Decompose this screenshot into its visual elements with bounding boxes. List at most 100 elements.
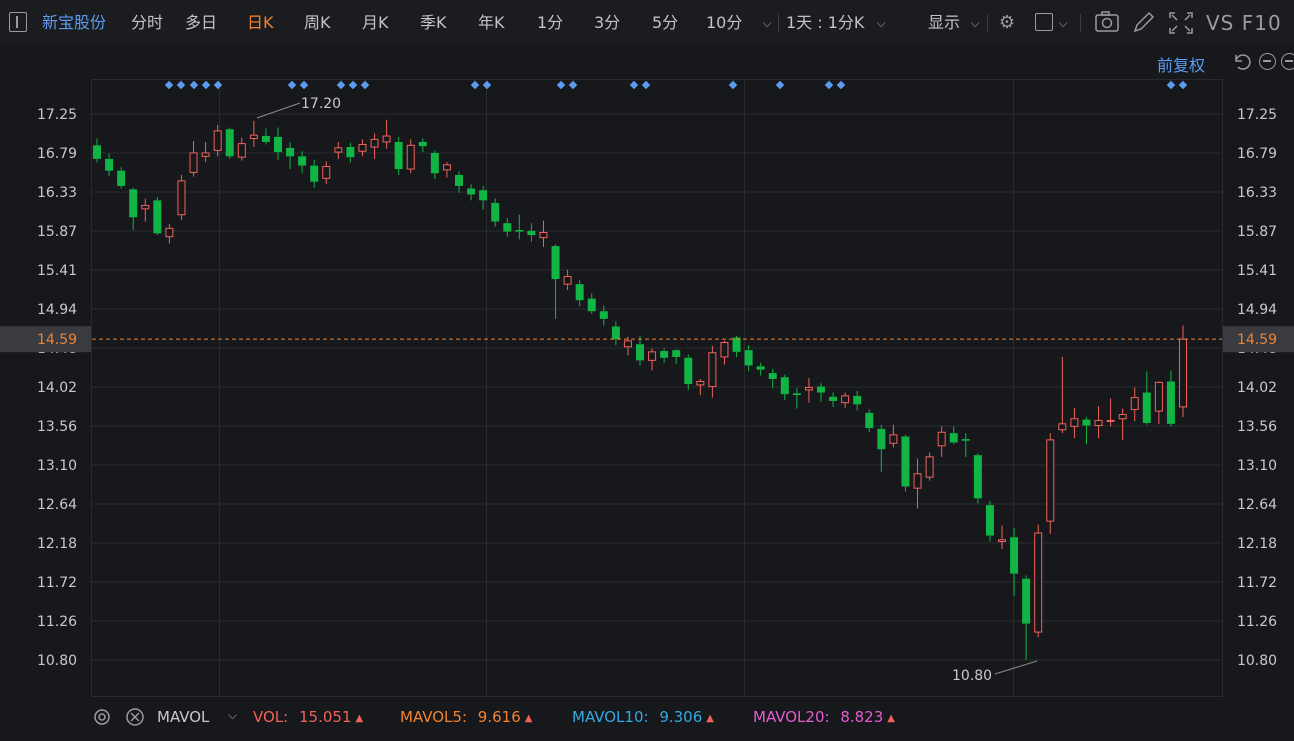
candle[interactable] — [141, 198, 150, 222]
candle[interactable] — [829, 392, 838, 407]
signal-marker[interactable] — [164, 80, 174, 90]
signal-marker[interactable] — [470, 80, 480, 90]
candle[interactable] — [1166, 370, 1175, 427]
candle[interactable] — [817, 383, 825, 402]
candle[interactable] — [804, 378, 813, 403]
candle[interactable] — [792, 388, 801, 409]
signal-marker[interactable] — [213, 80, 223, 90]
candle[interactable] — [358, 139, 367, 157]
candle[interactable] — [925, 452, 934, 481]
candle[interactable] — [322, 161, 331, 185]
signal-marker[interactable] — [189, 80, 199, 90]
candle[interactable] — [720, 340, 729, 365]
candle[interactable] — [237, 137, 246, 161]
candle[interactable] — [913, 458, 922, 509]
display-menu[interactable]: 显示 — [928, 13, 961, 32]
candle[interactable] — [261, 128, 270, 145]
candle[interactable] — [949, 426, 958, 445]
candle[interactable] — [503, 218, 512, 237]
candle[interactable] — [406, 139, 415, 174]
tab-quarterly-k[interactable]: 季K — [420, 13, 447, 32]
signal-marker[interactable] — [1178, 80, 1188, 90]
candle[interactable] — [418, 138, 427, 153]
tab-5min[interactable]: 5分 — [652, 13, 679, 32]
candle[interactable] — [129, 187, 138, 230]
tab-10min[interactable]: 10分 — [706, 13, 743, 32]
candle[interactable] — [298, 151, 307, 174]
candle[interactable] — [455, 171, 463, 193]
price-plot-area[interactable] — [91, 79, 1223, 697]
candle[interactable] — [1130, 387, 1139, 422]
candle[interactable] — [93, 138, 101, 163]
zoom-out-icon[interactable] — [1259, 53, 1276, 70]
candle[interactable] — [985, 500, 994, 542]
restore-rights-toggle[interactable]: 前复权 — [1157, 56, 1206, 75]
zoom-in-icon[interactable] — [1281, 53, 1294, 70]
candle[interactable] — [575, 279, 584, 307]
signal-marker[interactable] — [287, 80, 297, 90]
candle[interactable] — [177, 174, 186, 220]
signal-marker[interactable] — [299, 80, 309, 90]
signal-marker[interactable] — [336, 80, 346, 90]
signal-marker[interactable] — [556, 80, 566, 90]
candle[interactable] — [1082, 417, 1091, 445]
candle[interactable] — [1118, 408, 1127, 440]
candle[interactable] — [370, 133, 379, 159]
candle[interactable] — [1142, 371, 1151, 425]
signal-marker[interactable] — [775, 80, 785, 90]
candle[interactable] — [660, 348, 669, 363]
candle[interactable] — [310, 159, 319, 188]
candle[interactable] — [479, 185, 488, 210]
candle[interactable] — [599, 305, 608, 326]
candle[interactable] — [1154, 381, 1163, 424]
candle[interactable] — [274, 127, 282, 160]
overlay-checkbox[interactable] — [1035, 13, 1053, 31]
candle[interactable] — [901, 434, 910, 492]
candle[interactable] — [768, 368, 777, 389]
candle[interactable] — [648, 348, 657, 371]
signal-marker[interactable] — [629, 80, 639, 90]
indicator-chevron-icon[interactable]: ⌵ — [228, 708, 238, 722]
candle[interactable] — [877, 424, 886, 473]
signal-marker[interactable] — [568, 80, 578, 90]
sidebar-toggle-icon[interactable] — [9, 12, 27, 32]
candle[interactable] — [961, 433, 970, 457]
signal-marker[interactable] — [360, 80, 370, 90]
candle[interactable] — [467, 184, 476, 201]
tab-daily-k[interactable]: 日K — [247, 13, 274, 32]
settings-gear-icon[interactable]: ⚙ — [998, 12, 1016, 33]
indicator-name[interactable]: MAVOL — [157, 708, 210, 726]
period-dropdown[interactable]: 1天 : 1分K — [786, 13, 865, 32]
tab-multi-day[interactable]: 多日 — [185, 13, 218, 32]
signal-marker[interactable] — [348, 80, 358, 90]
candle[interactable] — [1179, 325, 1187, 418]
candle[interactable] — [889, 424, 898, 448]
candle[interactable] — [937, 426, 946, 457]
candle[interactable] — [515, 214, 524, 240]
candle[interactable] — [756, 362, 765, 376]
display-chevron-icon[interactable]: ⌵ — [970, 16, 980, 30]
candle[interactable] — [780, 374, 789, 401]
candle[interactable] — [611, 321, 620, 346]
candle[interactable] — [636, 335, 644, 366]
candle[interactable] — [696, 378, 705, 396]
candle[interactable] — [334, 141, 343, 159]
candle[interactable] — [563, 269, 572, 291]
candle[interactable] — [527, 223, 536, 242]
candle[interactable] — [286, 141, 295, 170]
candle[interactable] — [1034, 524, 1043, 638]
stock-name[interactable]: 新宝股份 — [42, 13, 107, 32]
candle[interactable] — [1106, 398, 1115, 427]
tab-monthly-k[interactable]: 月K — [362, 13, 389, 32]
candle[interactable] — [165, 224, 174, 244]
candle[interactable] — [430, 150, 439, 180]
candle[interactable] — [189, 141, 198, 177]
vs-f10-button[interactable]: VS F10 — [1206, 11, 1282, 35]
tab-3min[interactable]: 3分 — [594, 13, 621, 32]
candle[interactable] — [346, 142, 355, 163]
candle[interactable] — [865, 409, 874, 433]
candle[interactable] — [225, 127, 234, 159]
candle[interactable] — [841, 392, 850, 408]
tab-1min[interactable]: 1分 — [537, 13, 564, 32]
candle[interactable] — [539, 220, 548, 247]
